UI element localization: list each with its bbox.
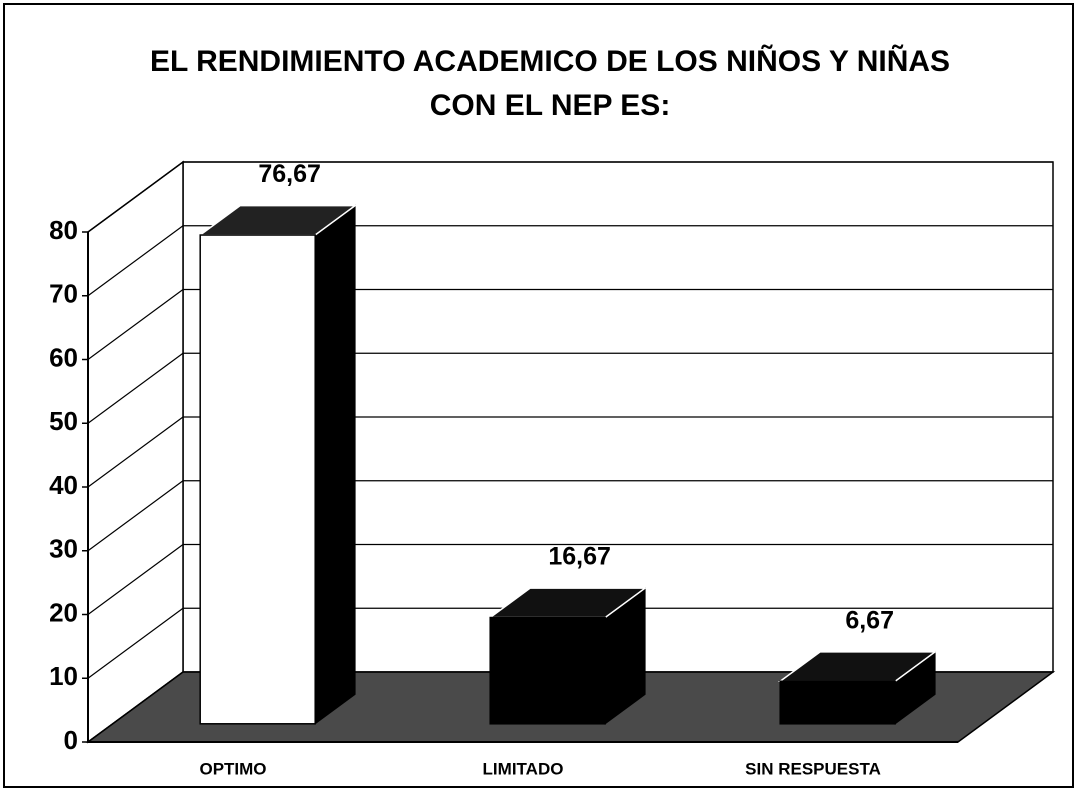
chart-title: EL RENDIMIENTO ACADEMICO DE LOS NIÑOS Y …	[149, 45, 951, 122]
y-tick-label: 30	[49, 534, 78, 564]
grid-line	[87, 416, 184, 488]
y-tick-label: 50	[49, 406, 78, 436]
y-tick-label: 80	[49, 215, 78, 245]
bar	[199, 234, 316, 725]
data-label: 76,67	[258, 160, 321, 188]
x-tick-label: SIN RESPUESTA	[745, 759, 881, 778]
grid-line	[87, 671, 184, 743]
grid-line	[87, 544, 184, 615]
grid-line	[87, 161, 184, 233]
y-tick-label: 0	[64, 725, 78, 755]
bar	[489, 616, 606, 725]
data-label: 6,67	[845, 606, 894, 634]
data-label: 16,67	[548, 543, 611, 571]
bar	[779, 680, 896, 725]
grid-line	[87, 289, 184, 360]
y-tick-label: 70	[49, 279, 78, 309]
grid-line	[87, 352, 184, 424]
x-tick-label: LIMITADO	[483, 759, 564, 778]
y-tick-label: 20	[49, 597, 78, 627]
x-tick-label: OPTIMO	[199, 759, 266, 778]
y-tick-label: 60	[49, 342, 78, 372]
grid-line	[87, 607, 184, 679]
y-tick-label: 40	[49, 470, 78, 500]
grid-line	[87, 480, 184, 552]
y-tick-label: 10	[49, 661, 78, 691]
grid-line	[87, 225, 184, 297]
bar-side	[314, 204, 356, 725]
